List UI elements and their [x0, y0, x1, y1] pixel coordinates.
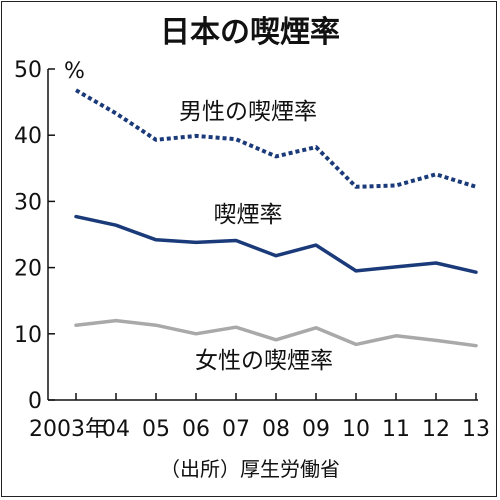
y-tick-label: 40	[14, 124, 42, 149]
x-tick-label: 10	[342, 417, 370, 442]
x-tick-label: 05	[142, 417, 170, 442]
series-line-3	[74, 318, 478, 348]
x-tick-label: 09	[302, 417, 330, 442]
chart-title: 日本の喫煙率	[160, 15, 340, 50]
x-tick-label: 04	[102, 417, 130, 442]
series-label-2: 喫煙率	[214, 202, 283, 228]
series-label-1: 男性の喫煙率	[179, 99, 317, 125]
y-tick-label: 50	[14, 58, 42, 83]
x-tick-label: 07	[222, 417, 250, 442]
y-axis-unit: %	[64, 59, 85, 84]
y-tick-label: 0	[28, 389, 42, 414]
x-tick-label: 06	[182, 417, 210, 442]
x-tick-label: 2003年	[29, 417, 107, 442]
y-tick-label: 10	[14, 323, 42, 348]
y-tick-label: 20	[14, 257, 42, 282]
y-tick-label: 30	[14, 190, 42, 215]
x-tick-label: 11	[382, 417, 410, 442]
x-tick-label: 12	[422, 417, 450, 442]
series-label-3: 女性の喫煙率	[195, 348, 333, 374]
x-tick-label: 08	[262, 417, 290, 442]
source-note: （出所）厚生労働省	[160, 457, 340, 481]
x-tick-label: 13	[462, 417, 490, 442]
